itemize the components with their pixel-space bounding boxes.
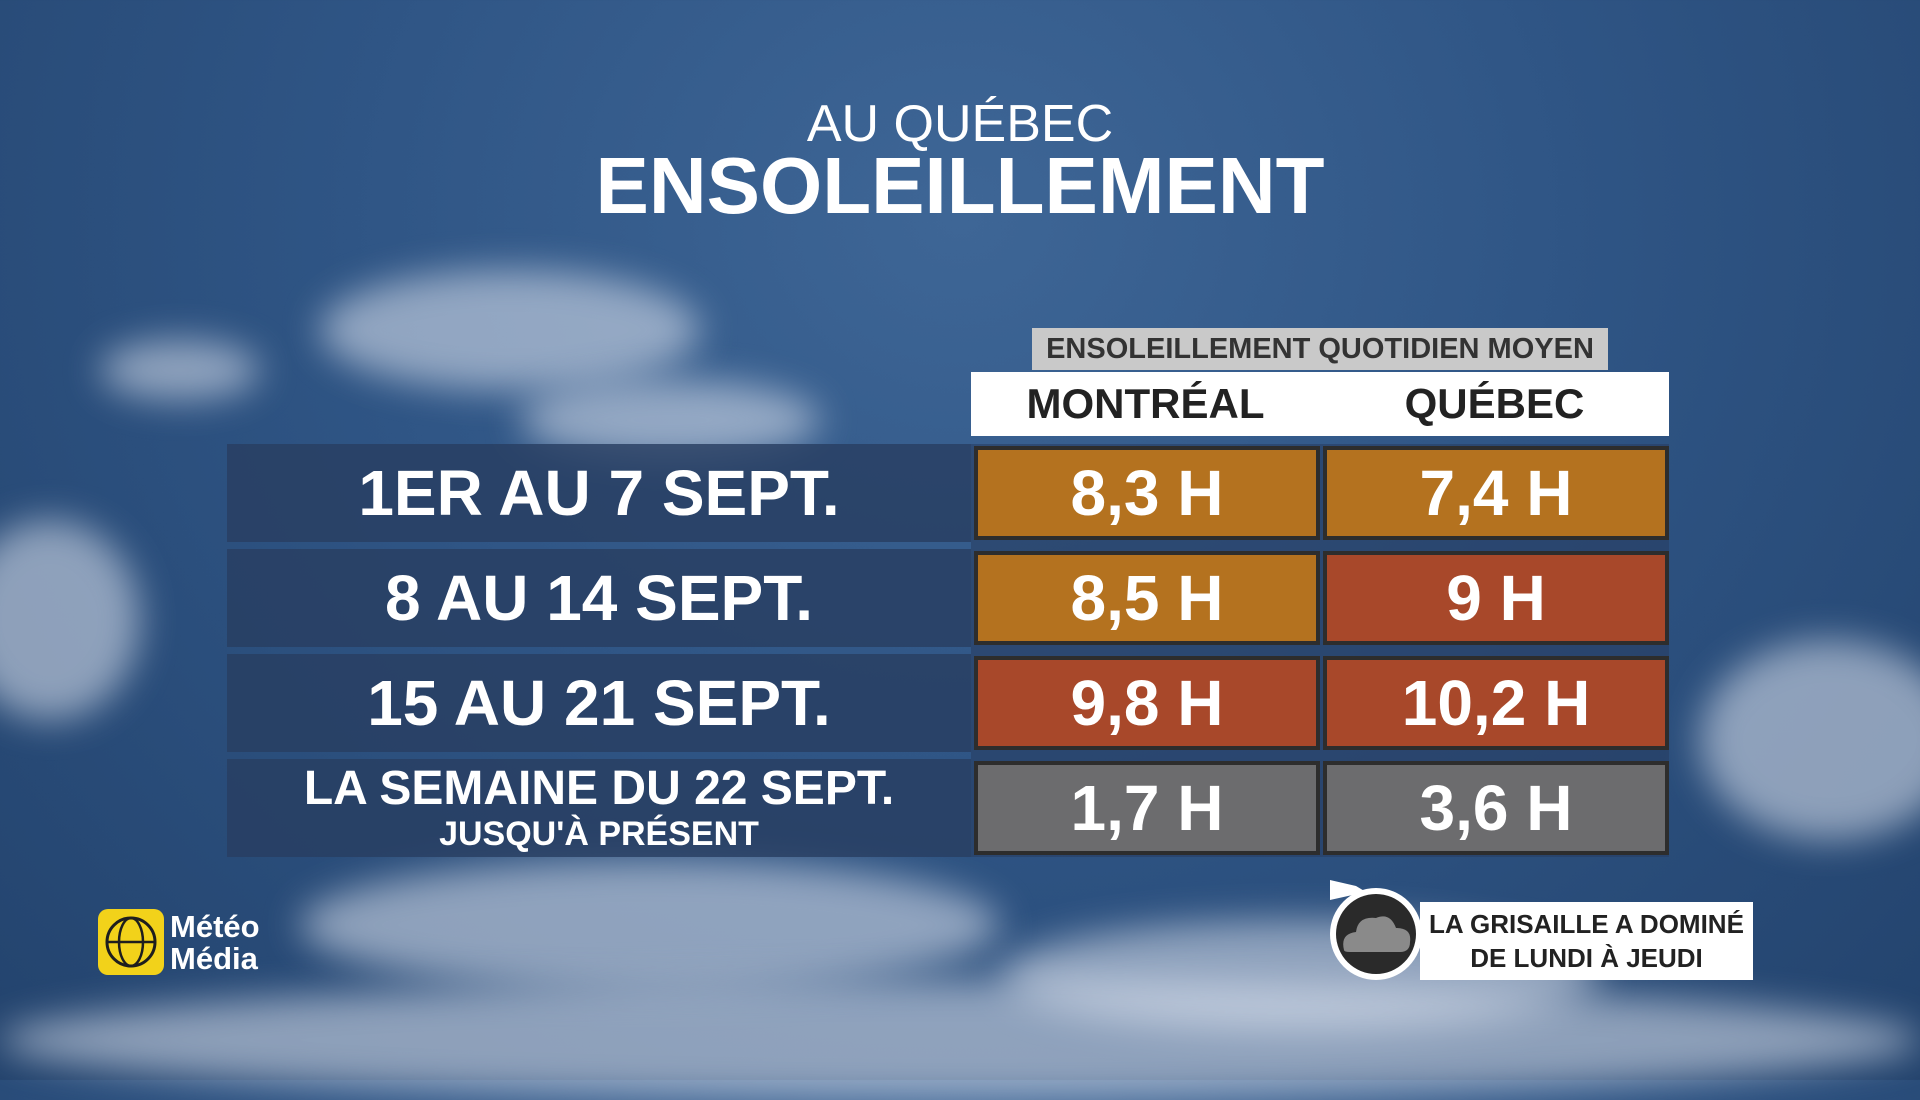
cell: 8,5 H — [974, 551, 1320, 645]
cloud — [0, 980, 1920, 1100]
row-label-text: LA SEMAINE DU 22 SEPT. — [303, 762, 895, 815]
cell: 10,2 H — [1323, 656, 1669, 750]
logo: Météo Média — [98, 909, 278, 979]
row-label: LA SEMAINE DU 22 SEPT. JUSQU'À PRÉSENT — [227, 759, 971, 857]
cell: 1,7 H — [974, 761, 1320, 855]
cell: 9 H — [1323, 551, 1669, 645]
cell: 7,4 H — [1323, 446, 1669, 540]
cloud — [0, 520, 140, 720]
cloud — [100, 340, 260, 400]
cloud — [300, 860, 1000, 990]
note-line: DE LUNDI À JEUDI — [1470, 943, 1703, 973]
cell: 3,6 H — [1323, 761, 1669, 855]
logo-icon — [98, 909, 164, 975]
row-label: 15 AU 21 SEPT. — [227, 654, 971, 752]
row-label-text: 15 AU 21 SEPT. — [367, 667, 831, 739]
row-label-text: 1ER AU 7 SEPT. — [358, 457, 840, 529]
caption: ENSOLEILLEMENT QUOTIDIEN MOYEN — [1032, 328, 1608, 370]
cloud — [1700, 640, 1920, 840]
row-label-text: 8 AU 14 SEPT. — [384, 562, 814, 634]
cloud — [320, 270, 700, 390]
row-sublabel: JUSQU'À PRÉSENT — [439, 815, 759, 853]
row-label: 8 AU 14 SEPT. — [227, 549, 971, 647]
note-box: LA GRISAILLE A DOMINÉ DE LUNDI À JEUDI — [1420, 902, 1753, 980]
cell: 9,8 H — [974, 656, 1320, 750]
note-icon — [1330, 880, 1422, 980]
column-header: MONTRÉAL QUÉBEC — [971, 372, 1669, 436]
cell: 8,3 H — [974, 446, 1320, 540]
logo-text: Média — [170, 941, 258, 976]
title: ENSOLEILLEMENT — [595, 141, 1325, 230]
logo-text: Météo — [170, 909, 260, 944]
column-label: QUÉBEC — [1404, 380, 1585, 427]
subtitle: AU QUÉBEC — [806, 95, 1114, 153]
column-label: MONTRÉAL — [1026, 380, 1265, 427]
row-label: 1ER AU 7 SEPT. — [227, 444, 971, 542]
note-line: LA GRISAILLE A DOMINÉ — [1429, 909, 1744, 939]
